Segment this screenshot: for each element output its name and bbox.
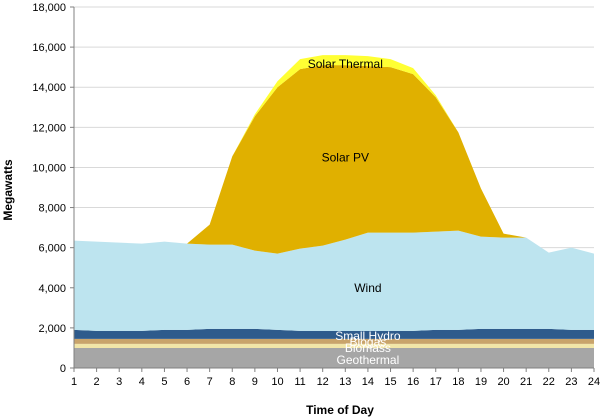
x-tick-label: 12 <box>317 376 329 388</box>
area-geothermal <box>74 347 594 368</box>
series-label-geothermal: Geothermal <box>337 353 400 367</box>
y-tick-label: 14,000 <box>32 82 66 94</box>
x-tick-label: 10 <box>271 376 283 388</box>
y-tick-label: 4,000 <box>38 283 66 295</box>
series-label-solar-pv: Solar PV <box>322 150 369 164</box>
x-tick-label: 6 <box>184 376 190 388</box>
x-tick-label: 3 <box>116 376 122 388</box>
x-tick-label: 23 <box>565 376 577 388</box>
y-tick-label: 18,000 <box>32 2 66 14</box>
series-label-biogas: Biogas <box>350 335 387 349</box>
axes <box>70 6 595 372</box>
y-tick-labels: 0 2,000 4,000 6,000 8,000 10,000 12,000 14,000 1… <box>32 2 66 375</box>
x-axis-title: Time of Day <box>306 403 374 417</box>
x-tick-label: 1 <box>71 376 77 388</box>
x-tick-label: 24 <box>588 376 600 388</box>
x-tick-labels: 1 2 3 4 5 6 7 8 9 10 11 12 13 14 15 16 17 18 19 20 21 22 23 24 <box>71 376 600 388</box>
stacked-areas <box>74 55 594 368</box>
x-tick-label: 19 <box>475 376 487 388</box>
x-tick-label: 21 <box>520 376 532 388</box>
area-wind <box>74 230 594 331</box>
x-tick-label: 17 <box>430 376 442 388</box>
series-label-biomass: Biomass <box>345 341 391 355</box>
area-solar-pv <box>74 65 594 254</box>
x-tick-label: 9 <box>252 376 258 388</box>
x-tick-label: 11 <box>294 376 305 388</box>
y-tick-label: 12,000 <box>32 122 66 134</box>
area-small-hydro <box>74 328 594 339</box>
x-tick-label: 14 <box>362 376 374 388</box>
y-axis-title: Megawatts <box>1 159 15 221</box>
y-tick-label: 2,000 <box>38 323 66 335</box>
x-tick-label: 8 <box>229 376 235 388</box>
y-tick-label: 0 <box>60 363 66 375</box>
x-tick-label: 5 <box>161 376 167 388</box>
series-label-wind: Wind <box>354 281 381 295</box>
series-label-small-hydro: Small Hydro <box>335 329 401 343</box>
x-tick-label: 16 <box>407 376 419 388</box>
y-tick-label: 6,000 <box>38 243 66 255</box>
y-tick-label: 8,000 <box>38 203 66 215</box>
x-tick-label: 4 <box>139 376 145 388</box>
x-tick-label: 2 <box>94 376 100 388</box>
x-tick-label: 22 <box>543 376 555 388</box>
y-tick-label: 10,000 <box>32 162 66 174</box>
x-tick-label: 13 <box>339 376 351 388</box>
area-biogas <box>74 338 594 344</box>
area-biomass <box>74 343 594 348</box>
series-label-solar-thermal: Solar Thermal <box>308 57 383 71</box>
x-tick-label: 7 <box>207 376 213 388</box>
x-tick-label: 20 <box>497 376 509 388</box>
y-tick-label: 16,000 <box>32 42 66 54</box>
x-tick-label: 18 <box>452 376 464 388</box>
x-tick-label: 15 <box>384 376 396 388</box>
